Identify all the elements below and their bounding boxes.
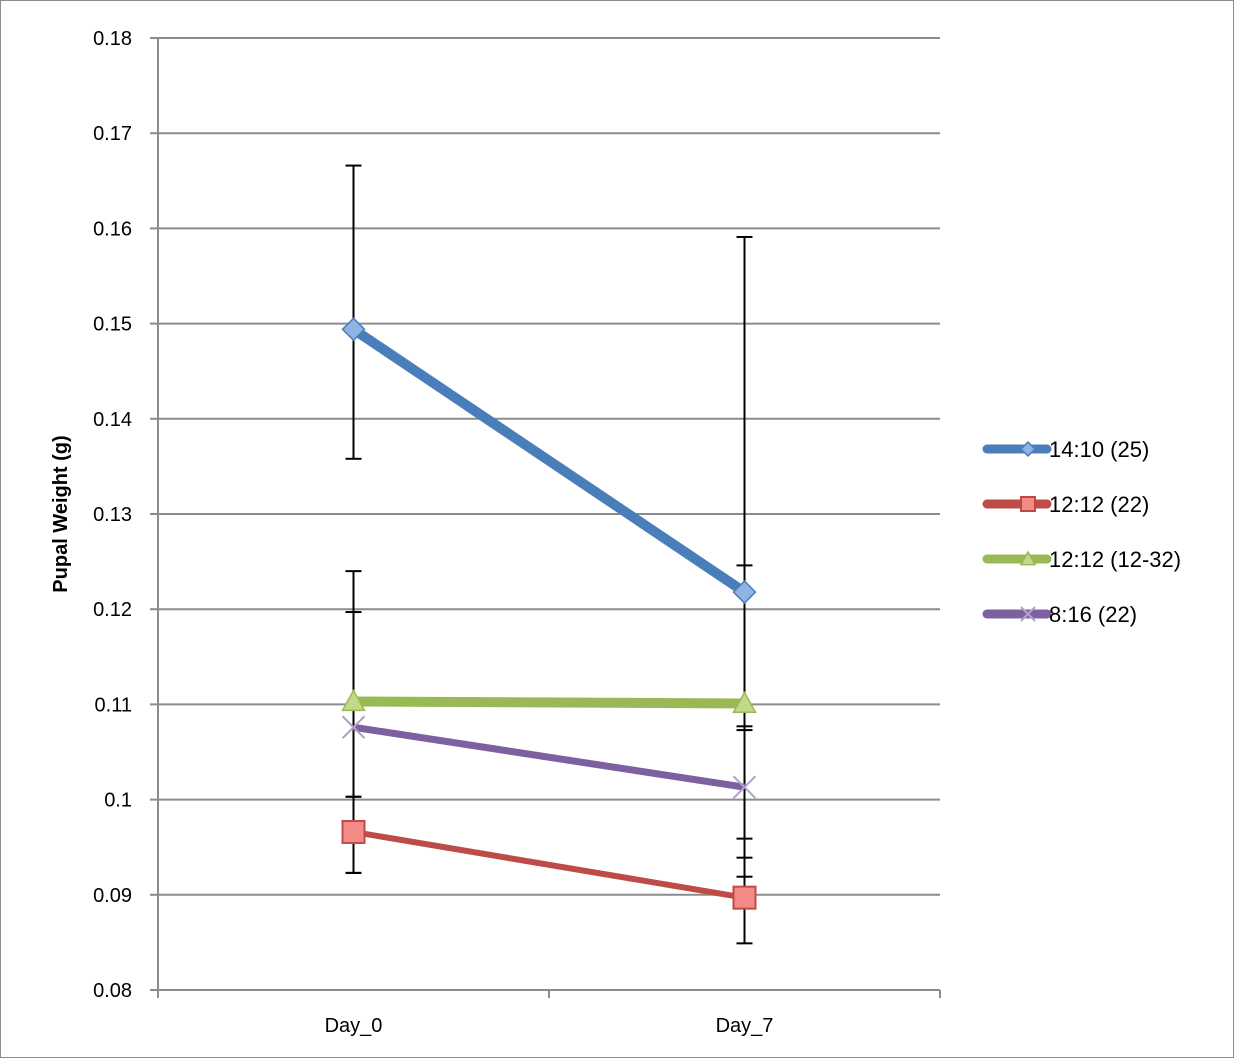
y-tick-label: 0.18 [93,28,132,50]
y-tick-label: 0.16 [93,218,132,240]
legend-label: 12:12 (22) [1049,492,1149,517]
series-markers [341,317,757,910]
data-point-triangle [1019,550,1037,566]
y-tick-label: 0.11 [95,694,132,716]
x-axis-ticks: Day_0 Day_7 [157,990,941,1037]
y-tick-label: 0.12 [93,599,132,621]
data-point-triangle [732,690,757,713]
legend-item: 8:16 (22) [982,602,1137,627]
x-tick-label: Day_0 [325,1015,383,1037]
data-point-square [732,885,757,910]
y-tick-label: 0.08 [93,980,132,1002]
data-point-x-stroke [1020,606,1036,622]
data-point-x-stroke [341,715,366,739]
data-point-diamond [1019,440,1037,458]
y-axis-ticks: 0.08 0.09 0.1 0.11 0.12 0.13 0.14 0.15 0.16 0.17 0… [93,28,158,1002]
legend-item: 14:10 (25) [982,437,1149,462]
legend-label: 14:10 (25) [1049,437,1149,462]
y-tick-label: 0.15 [93,314,132,336]
series-line [350,325,748,597]
legend-label: 12:12 (12-32) [1049,547,1181,572]
x-tick-label: Day_7 [716,1015,774,1037]
data-point-diamond [732,580,757,605]
data-point-triangle [341,688,366,712]
y-tick-label: 0.17 [93,123,132,145]
y-axis-title: Pupal Weight (g) [50,435,72,592]
gridlines [158,37,940,896]
data-point-square [1020,496,1036,512]
data-point-x [341,715,366,739]
y-tick-label: 0.13 [93,504,132,526]
y-tick-label: 0.14 [93,409,132,431]
legend: 14:10 (25) 12:12 (22) 12:12 (12-32) 8:16 (2… [982,437,1181,627]
legend-label: 8:16 (22) [1049,602,1137,627]
series-line [353,696,745,709]
y-tick-label: 0.1 [104,790,132,812]
data-point-square [341,819,366,844]
data-point-x-stroke [732,775,757,799]
legend-item: 12:12 (22) [982,492,1149,517]
y-tick-label: 0.09 [93,885,132,907]
data-point-x [732,775,757,799]
legend-item: 12:12 (12-32) [982,547,1181,572]
data-point-diamond [341,317,366,342]
series-line [352,723,746,791]
series-line [353,829,745,901]
series-lines [350,325,748,901]
data-point-x [1020,606,1036,622]
